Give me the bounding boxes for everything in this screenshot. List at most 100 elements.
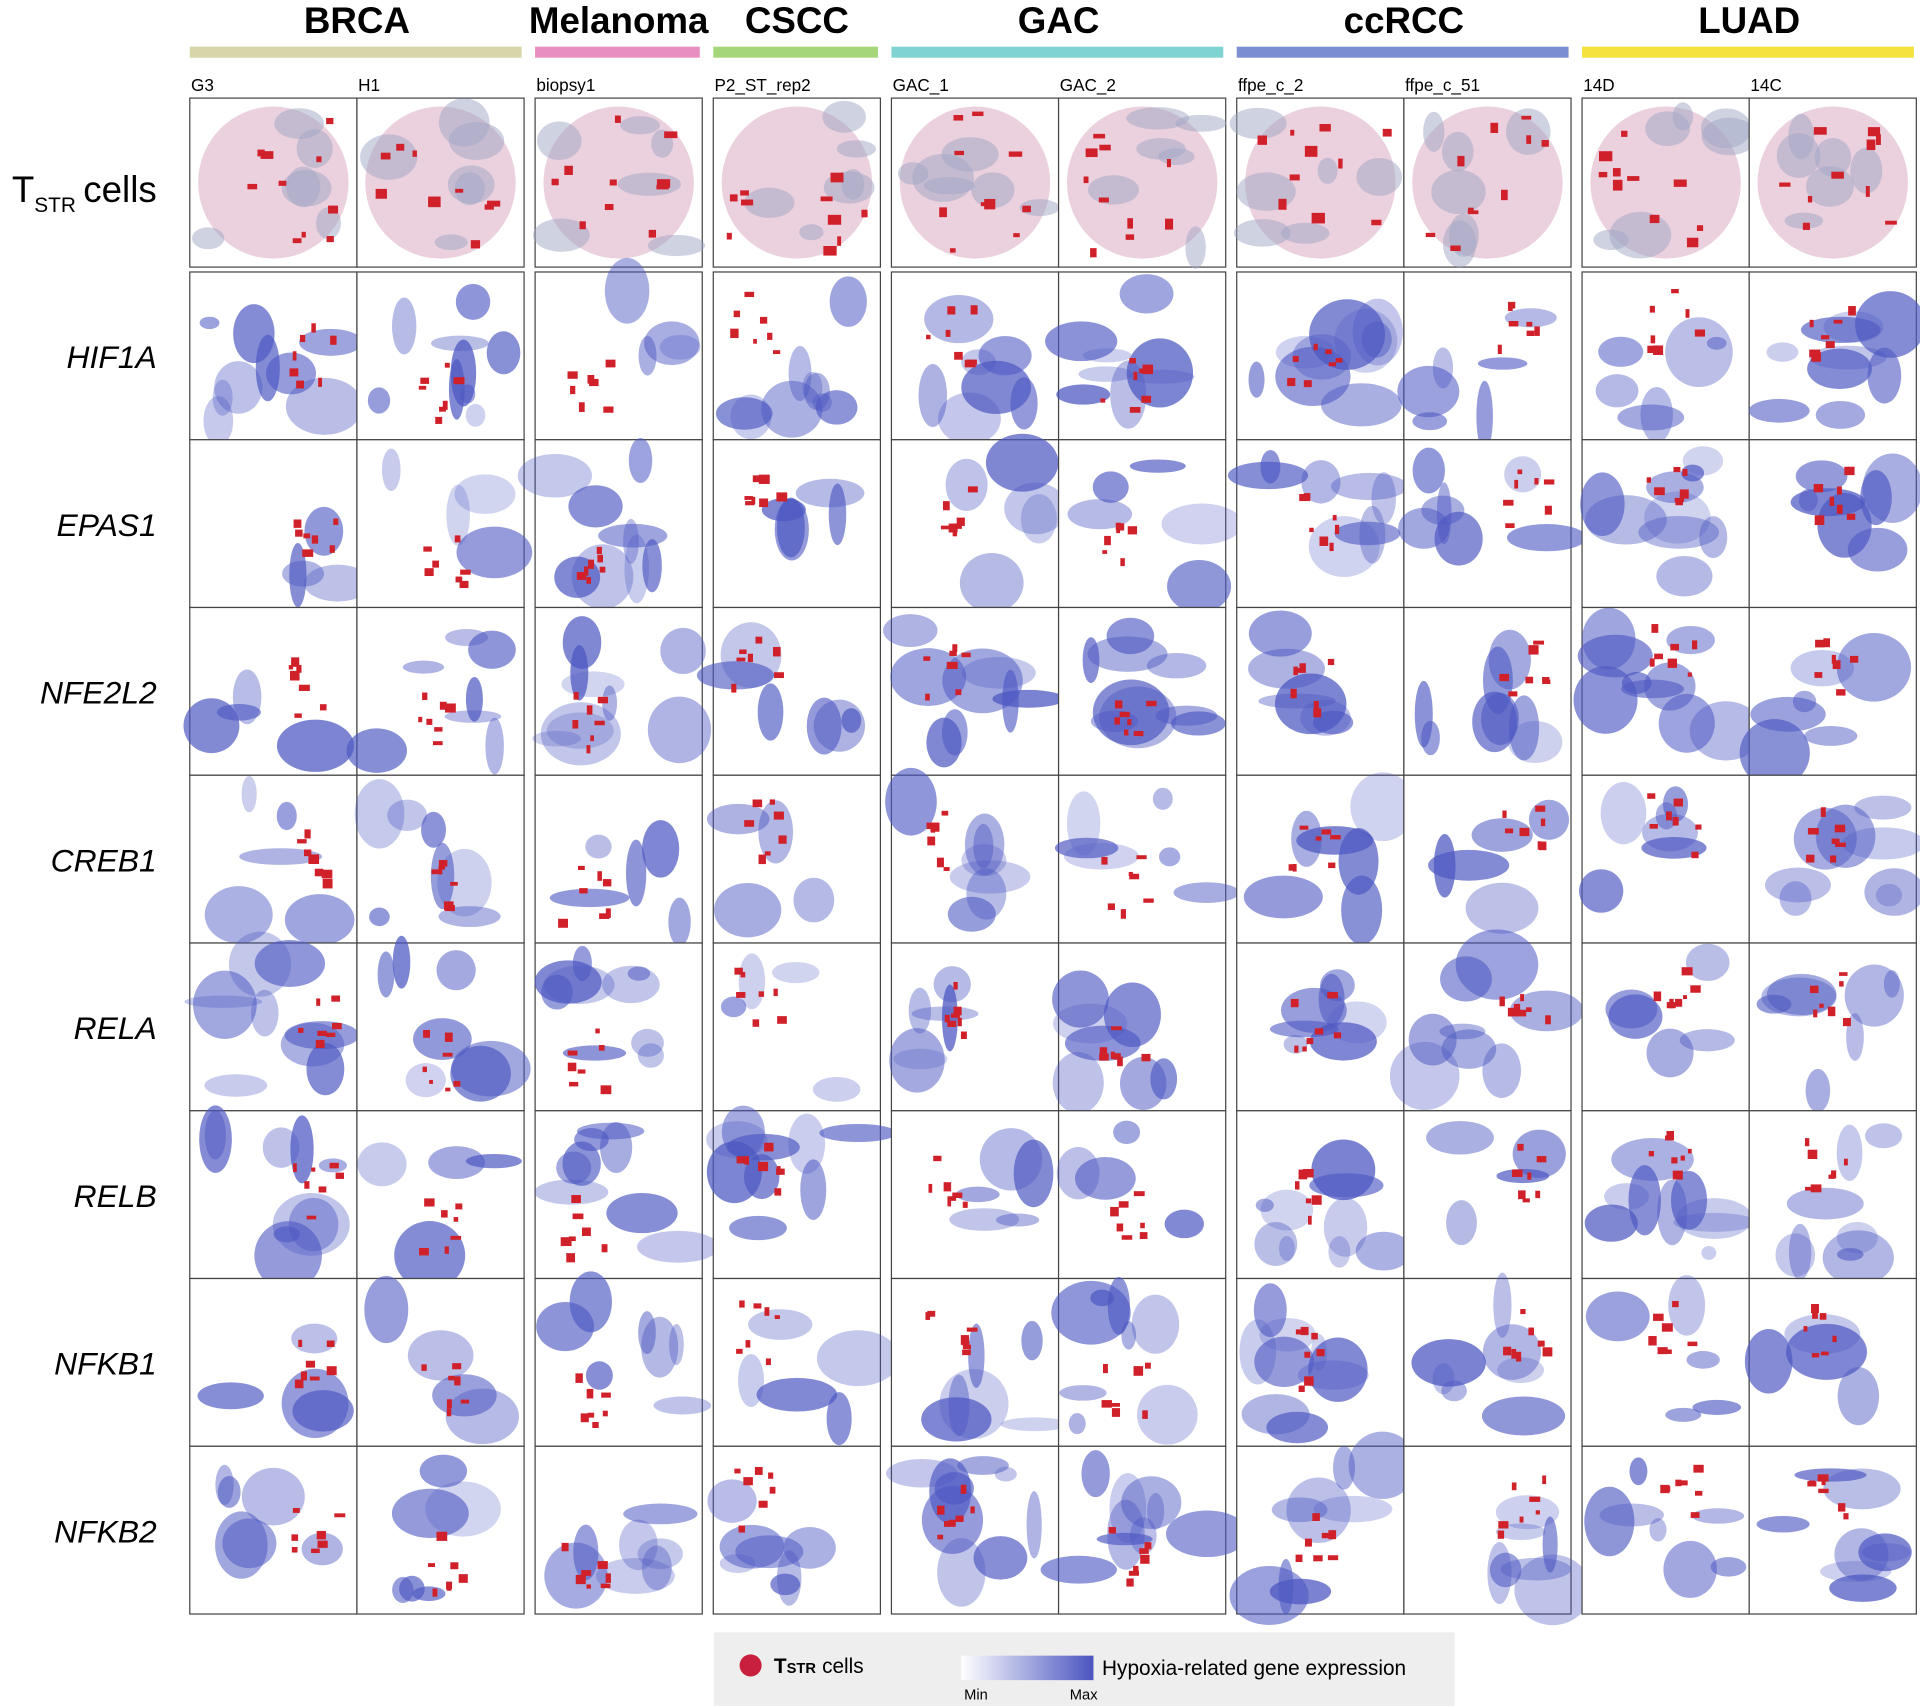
tstr-spot (581, 1227, 591, 1236)
expression-blob (517, 454, 593, 498)
expression-blob (1657, 1179, 1688, 1246)
expression-blob (1701, 1246, 1717, 1260)
tstr-spot (1830, 855, 1837, 863)
tstr-spot (744, 1156, 750, 1165)
expression-blob (806, 697, 842, 755)
expression-blob (1600, 781, 1647, 845)
tstr-spot (575, 1373, 583, 1383)
tstr-spot (319, 704, 327, 711)
tstr-spot (1328, 862, 1336, 869)
expression-blob (606, 1192, 678, 1234)
expression-blob (212, 379, 233, 416)
tstr-spot (960, 1335, 969, 1345)
tissue-detail (1850, 147, 1883, 194)
tstr-spot (579, 221, 586, 230)
expression-blob (392, 935, 411, 989)
sample-label: 14C (1750, 75, 1781, 95)
tstr-spot (752, 799, 763, 808)
expression-blob (1649, 1518, 1667, 1542)
tstr-spot (450, 1235, 462, 1240)
expression-blob (222, 1518, 277, 1569)
expression-blob (465, 676, 483, 722)
tstr-spot (1517, 469, 1523, 475)
expression-panel (712, 942, 882, 1112)
expression-panel (696, 606, 882, 776)
expression-blob (1646, 471, 1704, 504)
tstr-spot (1813, 1009, 1818, 1018)
sample-label: 14D (1583, 75, 1614, 95)
expression-blob (183, 698, 240, 754)
expression-panel (1056, 1110, 1227, 1280)
expression-blob (204, 1074, 268, 1097)
tstr-spot (744, 496, 753, 500)
tstr-spot (1543, 479, 1555, 485)
expression-blob (534, 1179, 609, 1205)
tstr-spot (1812, 1310, 1818, 1319)
expression-panel (183, 606, 358, 776)
tstr-spot (1311, 1332, 1318, 1340)
tstr-spot (297, 839, 307, 844)
expression-blob (1164, 1209, 1205, 1239)
tstr-spot (1304, 1351, 1311, 1358)
expression-blob (1441, 1029, 1497, 1069)
tstr-spot (1654, 653, 1663, 660)
tstr-spot (1508, 301, 1516, 309)
tstr-spot (1836, 504, 1843, 514)
tstr-spot (444, 1032, 453, 1042)
tstr-spot (1692, 640, 1698, 650)
expression-blob (596, 1557, 675, 1594)
expression-blob (1243, 875, 1323, 919)
tissue-detail (971, 172, 1015, 208)
tstr-spot (1836, 689, 1846, 696)
tstr-spot (586, 745, 591, 754)
tstr-spot (933, 1155, 942, 1162)
tstr-spot (1831, 654, 1836, 664)
tstr-spot (445, 703, 456, 713)
tstr-spot (769, 799, 776, 805)
expression-blob (637, 1230, 720, 1263)
tstr-spot (926, 822, 933, 830)
expression-blob (394, 1221, 466, 1290)
expression-blob (1146, 653, 1207, 679)
tstr-spot (1679, 489, 1689, 499)
expression-blob (628, 438, 653, 484)
tstr-spot (752, 1019, 760, 1027)
expression-blob (301, 1532, 343, 1566)
tstr-spot (736, 1156, 747, 1164)
expression-blob (619, 1519, 658, 1571)
expression-blob (1836, 1221, 1878, 1254)
expression-blob (1056, 1146, 1100, 1200)
tstr-spot (429, 1079, 433, 1084)
expression-blob (1254, 1336, 1314, 1387)
tstr-spot (423, 1030, 431, 1038)
tstr-spot (1503, 1346, 1512, 1356)
tstr-spot (318, 1186, 327, 1193)
tstr-spot (956, 517, 965, 526)
expression-blob (623, 518, 639, 564)
expression-blob (1493, 1272, 1512, 1338)
tissue-detail (281, 170, 332, 207)
tstr-spot (1675, 500, 1683, 506)
he-panel (356, 97, 525, 268)
tstr-spot (953, 523, 962, 529)
expression-blob (413, 1018, 472, 1061)
expression-panel (1227, 439, 1408, 609)
expression-blob (215, 1464, 234, 1506)
tstr-spot (944, 1520, 951, 1527)
expression-panel (1389, 929, 1584, 1112)
tstr-spot (1127, 719, 1132, 726)
tstr-spot (939, 207, 947, 218)
expression-blob (1477, 357, 1528, 370)
tstr-spot (586, 705, 593, 715)
tstr-spot (1298, 1169, 1308, 1180)
tstr-spot (1313, 343, 1318, 351)
expression-blob (973, 823, 994, 869)
expression-blob (707, 1479, 757, 1523)
tstr-spot (309, 1376, 320, 1381)
tstr-spot (334, 1513, 346, 1518)
tstr-spot (446, 1583, 452, 1591)
tstr-spot (600, 1085, 612, 1095)
expression-blob (644, 321, 700, 366)
expression-blob (602, 965, 660, 1004)
tissue-detail (1788, 113, 1815, 160)
